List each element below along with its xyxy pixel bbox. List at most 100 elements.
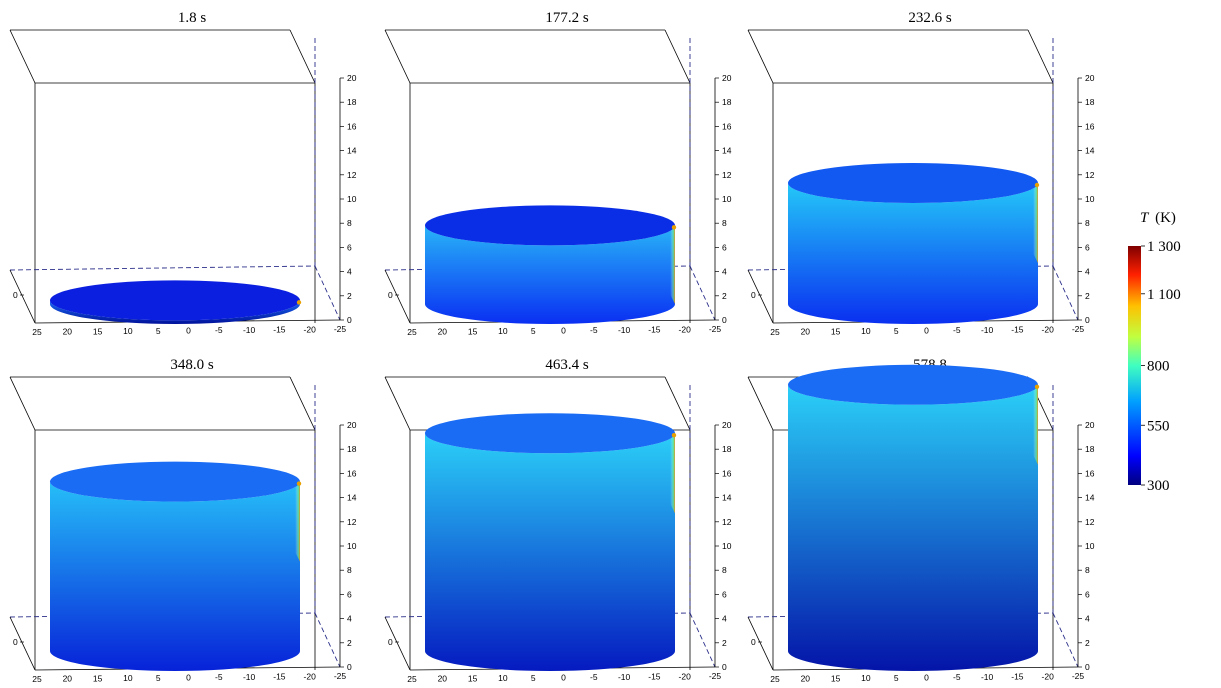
frame-dashed (1052, 265, 1079, 321)
z-tick-label: 2 (722, 291, 727, 301)
z-tick-label: 12 (722, 517, 732, 527)
z-tick-label: 20 (722, 73, 732, 83)
x-tick-label: 15 (93, 673, 103, 683)
z-tick-label: 4 (347, 614, 352, 624)
x-tick-label: 15 (468, 326, 478, 336)
z-tick-label: 12 (347, 517, 357, 527)
x-tick-label: 20 (801, 327, 811, 337)
cylinder-top (425, 205, 675, 246)
x-tick-label: 0 (561, 326, 566, 336)
z-tick-label: 8 (1085, 565, 1090, 575)
z-tick-label: 8 (347, 218, 352, 228)
z-tick-label: 4 (347, 267, 352, 277)
x-tick-label: 15 (831, 326, 841, 336)
x-tick-label: -20 (304, 324, 317, 334)
x-tick-label: -10 (243, 672, 256, 682)
z-tick-label: 0 (1085, 662, 1090, 672)
x-tick-label: -20 (679, 324, 692, 334)
x-tick-label: -20 (1042, 324, 1055, 334)
z-tick-label: 2 (1085, 291, 1090, 301)
frame-edge (289, 376, 316, 431)
frame-edge (384, 376, 411, 431)
x-tick-label: -10 (981, 325, 994, 335)
x-tick-label: 0 (561, 673, 566, 683)
panel-title: 348.0 s (170, 357, 214, 373)
z-tick-label: 14 (347, 146, 357, 156)
x-tick-label: -25 (709, 324, 722, 334)
x-tick-label: 5 (531, 326, 536, 336)
z-tick-label: 16 (347, 121, 357, 131)
x-tick-label: 10 (123, 673, 133, 683)
z-tick-label: 0 (722, 662, 727, 672)
y-tick-label: 0 (13, 290, 18, 300)
frame-edge (1027, 29, 1054, 84)
z-tick-label: 20 (347, 73, 357, 83)
x-tick-label: -25 (709, 671, 722, 681)
y-axis-line (9, 269, 36, 324)
frame-edge (384, 29, 411, 84)
z-tick-label: 0 (722, 315, 727, 325)
x-tick-label: -5 (953, 325, 961, 335)
y-tick-label: 0 (13, 637, 18, 647)
cylinder-hotspot (998, 183, 1038, 263)
x-tick-label: 20 (63, 674, 73, 684)
z-tick-label: 18 (1085, 97, 1095, 107)
x-tick-label: 25 (32, 674, 42, 684)
z-tick-label: 4 (722, 614, 727, 624)
x-tick-label: 25 (407, 327, 417, 337)
x-tick-label: -5 (215, 672, 223, 682)
z-tick-label: 4 (1085, 614, 1090, 624)
x-tick-label: -10 (243, 325, 256, 335)
y-tick-label: 0 (388, 290, 393, 300)
x-tick-label: -10 (618, 672, 631, 682)
x-tick-label: -20 (1042, 671, 1055, 681)
x-tick-label: 15 (93, 326, 103, 336)
z-tick-label: 4 (1085, 267, 1090, 277)
panel: 578.8024681012141618202520151050-5-10-15… (747, 357, 1095, 684)
z-tick-label: 10 (347, 541, 357, 551)
z-tick-label: 16 (1085, 121, 1095, 131)
x-tick-label: 15 (831, 673, 841, 683)
z-tick-label: 2 (347, 638, 352, 648)
cylinder-side (788, 384, 1038, 671)
colorbar-title: T (K) (1140, 210, 1176, 226)
x-tick-label: -15 (648, 325, 661, 335)
y-axis-line (747, 269, 774, 324)
z-tick-label: 6 (722, 589, 727, 599)
frame-edge (9, 376, 36, 431)
x-tick-label: 5 (531, 673, 536, 683)
x-tick-label: -20 (304, 671, 317, 681)
hotspot-marker (1034, 182, 1040, 188)
x-tick-label: -5 (590, 325, 598, 335)
frame-edge (747, 29, 774, 84)
frame-edge (664, 29, 691, 84)
cylinder-top (425, 413, 675, 454)
x-tick-label: -20 (679, 671, 692, 681)
z-tick-label: 18 (1085, 444, 1095, 454)
cylinder-top (50, 461, 300, 502)
x-tick-label: -25 (1072, 671, 1085, 681)
x-tick-label: 10 (123, 326, 133, 336)
x-tick-label: 20 (438, 327, 448, 337)
z-tick-label: 6 (347, 589, 352, 599)
z-tick-label: 6 (1085, 242, 1090, 252)
colorbar-tick-label: 1 100 (1147, 287, 1181, 303)
hotspot-marker (671, 433, 677, 438)
z-tick-label: 12 (1085, 517, 1095, 527)
z-tick-label: 6 (722, 242, 727, 252)
cylinder-hotspot (635, 225, 675, 304)
cylinder-side (425, 225, 675, 324)
z-tick-label: 0 (347, 662, 352, 672)
x-tick-label: -25 (1072, 324, 1085, 334)
panel: 177.2 s 0 2 4 6 8 10 12 14 16 18 20 25 20 15 10 5 0 -5 -10 -… (384, 10, 732, 337)
z-tick-label: 16 (722, 468, 732, 478)
x-tick-label: -5 (590, 672, 598, 682)
frame-dashed (689, 612, 716, 668)
z-tick-label: 16 (1085, 468, 1095, 478)
z-tick-label: 20 (347, 420, 357, 430)
x-tick-label: 10 (861, 673, 871, 683)
x-tick-label: -25 (334, 324, 347, 334)
z-tick-label: 8 (347, 565, 352, 575)
x-tick-label: 0 (186, 326, 191, 336)
